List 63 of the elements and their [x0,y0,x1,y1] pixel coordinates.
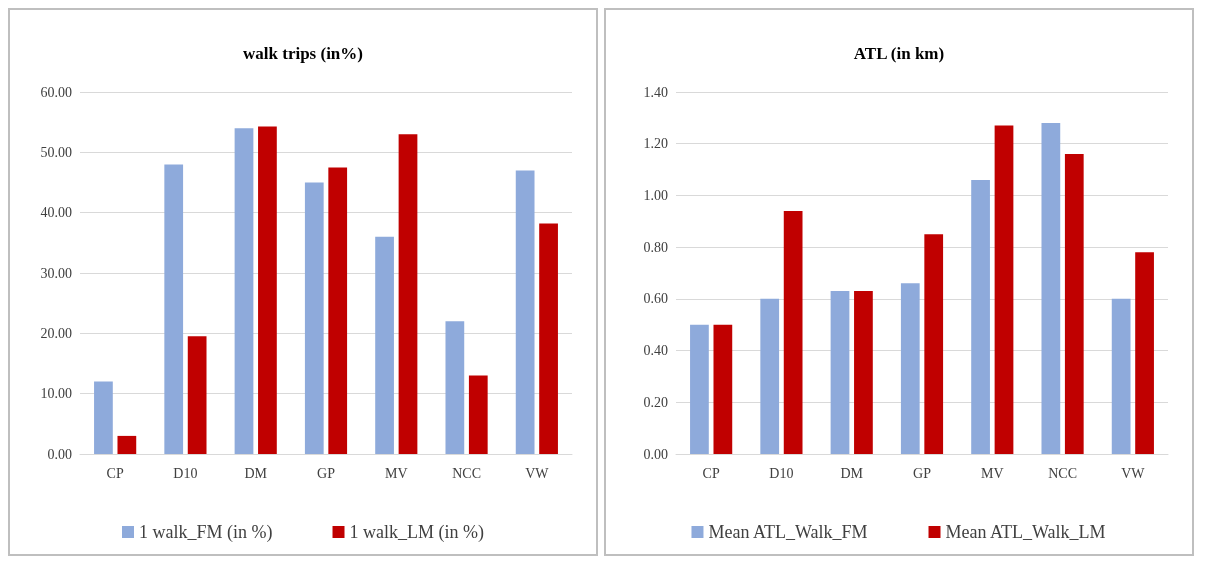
bar [971,179,990,454]
bar [713,324,733,454]
bar [94,381,113,454]
bar [1111,298,1131,454]
legend-label: 1 walk_LM (in %) [349,522,484,543]
y-tick-label: 1.40 [643,84,668,100]
y-tick-label: 0.00 [643,446,668,462]
y-tick-label: 0.40 [643,343,668,359]
bar [760,298,780,454]
x-tick-label: NCC [452,465,481,481]
x-tick-label: DM [840,465,864,481]
bar [900,283,920,454]
bar [1135,252,1154,454]
y-tick-label: 50.00 [40,144,72,160]
x-tick-label: NCC [1048,465,1077,481]
bar [258,126,277,454]
y-tick-label: 1.20 [643,136,668,152]
x-tick-label: D10 [769,465,794,481]
legend-label: Mean ATL_Walk_LM [945,522,1106,542]
x-tick-label: D10 [173,465,198,481]
bar [187,336,207,454]
x-tick-label: GP [913,465,932,481]
y-tick-label: 30.00 [40,265,72,281]
x-tick-label: VW [1121,465,1146,481]
bar [924,234,944,454]
y-tick-label: 0.00 [47,446,72,462]
bar [304,182,324,454]
y-tick-label: 10.00 [40,386,72,402]
y-tick-label: 20.00 [40,325,72,341]
x-tick-label: DM [244,465,268,481]
legend-label: 1 walk_FM (in %) [139,522,273,543]
legend-label: Mean ATL_Walk_FM [708,522,868,542]
bar [1041,123,1061,454]
y-tick-label: 0.20 [643,394,668,410]
y-tick-label: 0.60 [643,291,668,307]
bar [515,170,535,454]
bar [690,324,709,454]
bar [783,210,803,454]
bar [117,435,137,454]
x-tick-label: CP [106,465,124,481]
x-tick-label: CP [702,465,720,481]
x-tick-label: VW [525,465,550,481]
bar [164,164,184,454]
bar [375,236,394,454]
bar [994,125,1014,454]
y-tick-label: 1.00 [643,187,668,203]
bar [234,128,254,454]
bar [830,291,850,454]
bar [1064,154,1084,454]
chart-title: walk trips (in%) [243,44,363,63]
y-tick-label: 40.00 [40,205,72,221]
bar [854,291,873,454]
x-tick-label: MV [981,465,1004,481]
bar [328,167,348,454]
bar [445,321,465,454]
x-tick-label: MV [385,465,408,481]
y-tick-label: 0.80 [643,239,668,255]
bar [468,375,488,454]
x-tick-label: GP [317,465,336,481]
y-tick-label: 60.00 [40,84,72,100]
chart-title: ATL (in km) [853,44,945,63]
bar [539,223,558,454]
bar [398,134,418,454]
